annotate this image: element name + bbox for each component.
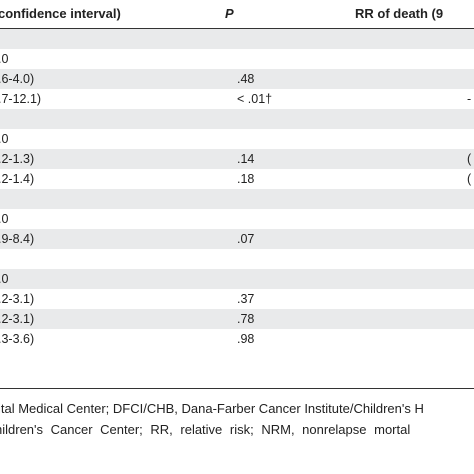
cell-confidence-interval: .9-8.4) <box>0 232 35 246</box>
table-row: .9-8.4) .07 <box>0 229 474 249</box>
header-rr-of-death: RR of death (9 <box>355 6 444 21</box>
table-row <box>0 109 474 129</box>
table-row <box>0 249 474 269</box>
cell-p-value: .98 <box>237 332 255 346</box>
cell-confidence-interval: .7-12.1) <box>0 92 42 106</box>
cell-confidence-interval: .2-1.4) <box>0 172 35 186</box>
table-row: .2-3.1) .78 <box>0 309 474 329</box>
table-row: .7-12.1) < .01† - <box>0 89 474 109</box>
cell-p-value: .07 <box>237 232 255 246</box>
header-confidence-interval: confidence interval) <box>0 6 121 21</box>
cell-p-value: .78 <box>237 312 255 326</box>
table-header: confidence interval) P RR of death (9 <box>0 0 474 29</box>
cell-confidence-interval: .2-1.3) <box>0 152 35 166</box>
table-bottom-rule <box>0 388 474 389</box>
table-body: .0 .6-4.0) .48 .7-12.1) < .01† - .0 .2-1.3) .14 (… <box>0 29 474 349</box>
cell-confidence-interval: .2-3.1) <box>0 312 35 326</box>
cell-p-value: .48 <box>237 72 255 86</box>
table-row: .2-1.3) .14 ( <box>0 149 474 169</box>
footnote-line-1: ital Medical Center; DFCI/CHB, Dana-Farb… <box>0 401 424 416</box>
cell-p-value: .14 <box>237 152 255 166</box>
cell-confidence-interval: .0 <box>0 212 9 226</box>
footnote-line-2: hildren's Cancer Center; RR, relative ri… <box>0 422 411 437</box>
cell-confidence-interval: .2-3.1) <box>0 292 35 306</box>
cell-confidence-interval: .0 <box>0 272 9 286</box>
table-footnotes: ital Medical Center; DFCI/CHB, Dana-Farb… <box>0 398 474 440</box>
cell-rr-of-death: ( <box>467 152 472 166</box>
table-row: .3-3.6) .98 <box>0 329 474 349</box>
table-row: .2-3.1) .37 <box>0 289 474 309</box>
header-p-value: P <box>225 6 234 21</box>
cell-p-value: < .01† <box>237 92 273 106</box>
table-row: .6-4.0) .48 <box>0 69 474 89</box>
cell-rr-of-death: ( <box>467 172 472 186</box>
table-row: .0 <box>0 129 474 149</box>
cell-confidence-interval: .6-4.0) <box>0 72 35 86</box>
table-row <box>0 189 474 209</box>
cell-confidence-interval: .0 <box>0 132 9 146</box>
cell-rr-of-death: - <box>467 92 472 106</box>
table-row: .2-1.4) .18 ( <box>0 169 474 189</box>
cell-p-value: .37 <box>237 292 255 306</box>
table-row: .0 <box>0 49 474 69</box>
cell-confidence-interval: .3-3.6) <box>0 332 35 346</box>
cell-p-value: .18 <box>237 172 255 186</box>
table-row <box>0 29 474 49</box>
cell-confidence-interval: .0 <box>0 52 9 66</box>
table-row: .0 <box>0 209 474 229</box>
table-row: .0 <box>0 269 474 289</box>
